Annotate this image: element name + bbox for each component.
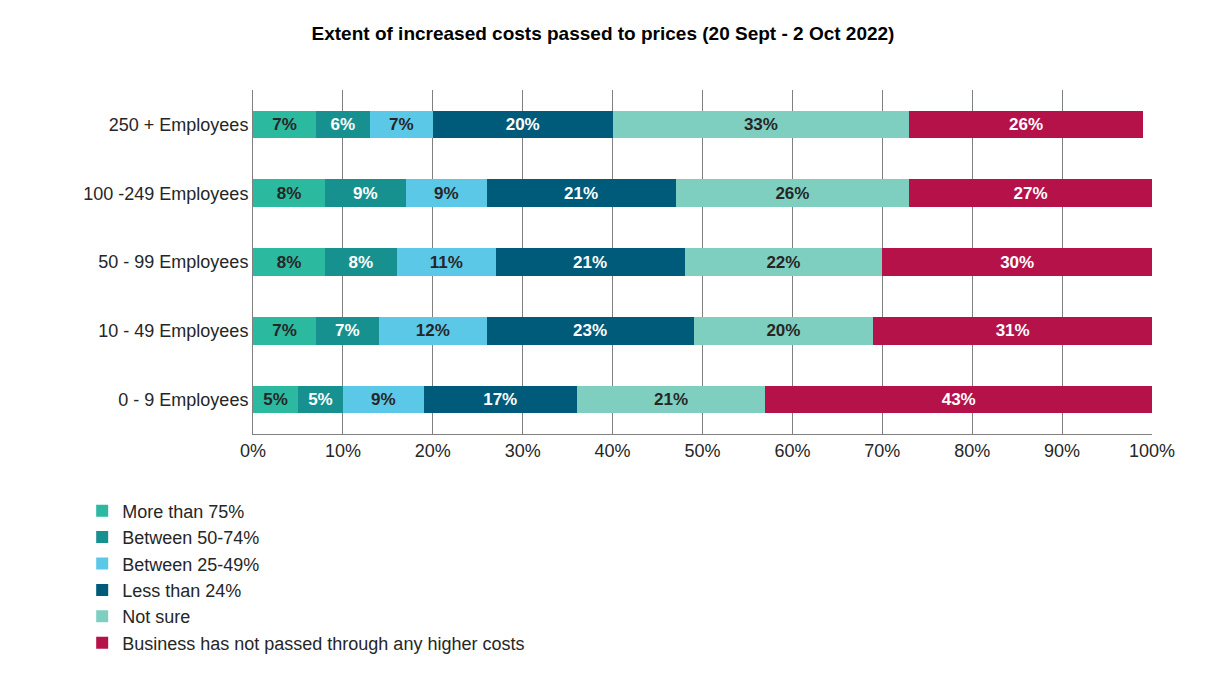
svg-text:10 - 49 Employees: 10 - 49 Employees [98, 321, 248, 341]
svg-text:17%: 17% [483, 390, 517, 409]
svg-text:9%: 9% [434, 184, 459, 203]
svg-text:31%: 31% [996, 321, 1030, 340]
svg-text:100%: 100% [1129, 441, 1175, 461]
svg-text:26%: 26% [1009, 115, 1043, 134]
svg-text:0%: 0% [240, 441, 266, 461]
svg-text:20%: 20% [415, 441, 451, 461]
svg-text:20%: 20% [766, 321, 800, 340]
svg-text:26%: 26% [775, 184, 809, 203]
svg-text:5%: 5% [308, 390, 333, 409]
svg-text:9%: 9% [353, 184, 378, 203]
svg-text:7%: 7% [272, 321, 297, 340]
svg-text:30%: 30% [505, 441, 541, 461]
svg-text:60%: 60% [774, 441, 810, 461]
svg-text:7%: 7% [389, 115, 414, 134]
svg-text:27%: 27% [1014, 184, 1048, 203]
svg-text:5%: 5% [263, 390, 288, 409]
svg-text:50 - 99 Employees: 50 - 99 Employees [98, 252, 248, 272]
svg-text:Between 25-49%: Between 25-49% [122, 555, 259, 575]
svg-text:23%: 23% [573, 321, 607, 340]
svg-text:21%: 21% [654, 390, 688, 409]
svg-text:43%: 43% [942, 390, 976, 409]
svg-text:40%: 40% [595, 441, 631, 461]
svg-text:70%: 70% [864, 441, 900, 461]
svg-text:33%: 33% [744, 115, 778, 134]
svg-text:Extent of increased costs pass: Extent of increased costs passed to pric… [312, 23, 895, 44]
svg-text:20%: 20% [506, 115, 540, 134]
svg-text:9%: 9% [371, 390, 396, 409]
svg-text:100 -249 Employees: 100 -249 Employees [83, 184, 248, 204]
svg-text:30%: 30% [1000, 253, 1034, 272]
svg-text:Business has not passed throug: Business has not passed through any high… [122, 634, 524, 654]
svg-text:Less than 24%: Less than 24% [122, 581, 241, 601]
svg-text:22%: 22% [766, 253, 800, 272]
svg-text:80%: 80% [954, 441, 990, 461]
svg-text:50%: 50% [684, 441, 720, 461]
svg-text:10%: 10% [325, 441, 361, 461]
svg-text:Not sure: Not sure [122, 607, 190, 627]
svg-text:7%: 7% [272, 115, 297, 134]
svg-text:12%: 12% [416, 321, 450, 340]
svg-text:6%: 6% [331, 115, 356, 134]
svg-text:8%: 8% [277, 184, 302, 203]
svg-text:7%: 7% [335, 321, 360, 340]
svg-text:More than 75%: More than 75% [122, 502, 244, 522]
svg-text:21%: 21% [564, 184, 598, 203]
svg-text:90%: 90% [1044, 441, 1080, 461]
svg-text:8%: 8% [349, 253, 374, 272]
svg-text:250 + Employees: 250 + Employees [109, 115, 249, 135]
svg-text:0 - 9 Employees: 0 - 9 Employees [118, 390, 248, 410]
svg-text:Between 50-74%: Between 50-74% [122, 528, 259, 548]
svg-text:8%: 8% [277, 253, 302, 272]
svg-text:11%: 11% [430, 253, 463, 272]
svg-text:21%: 21% [573, 253, 607, 272]
